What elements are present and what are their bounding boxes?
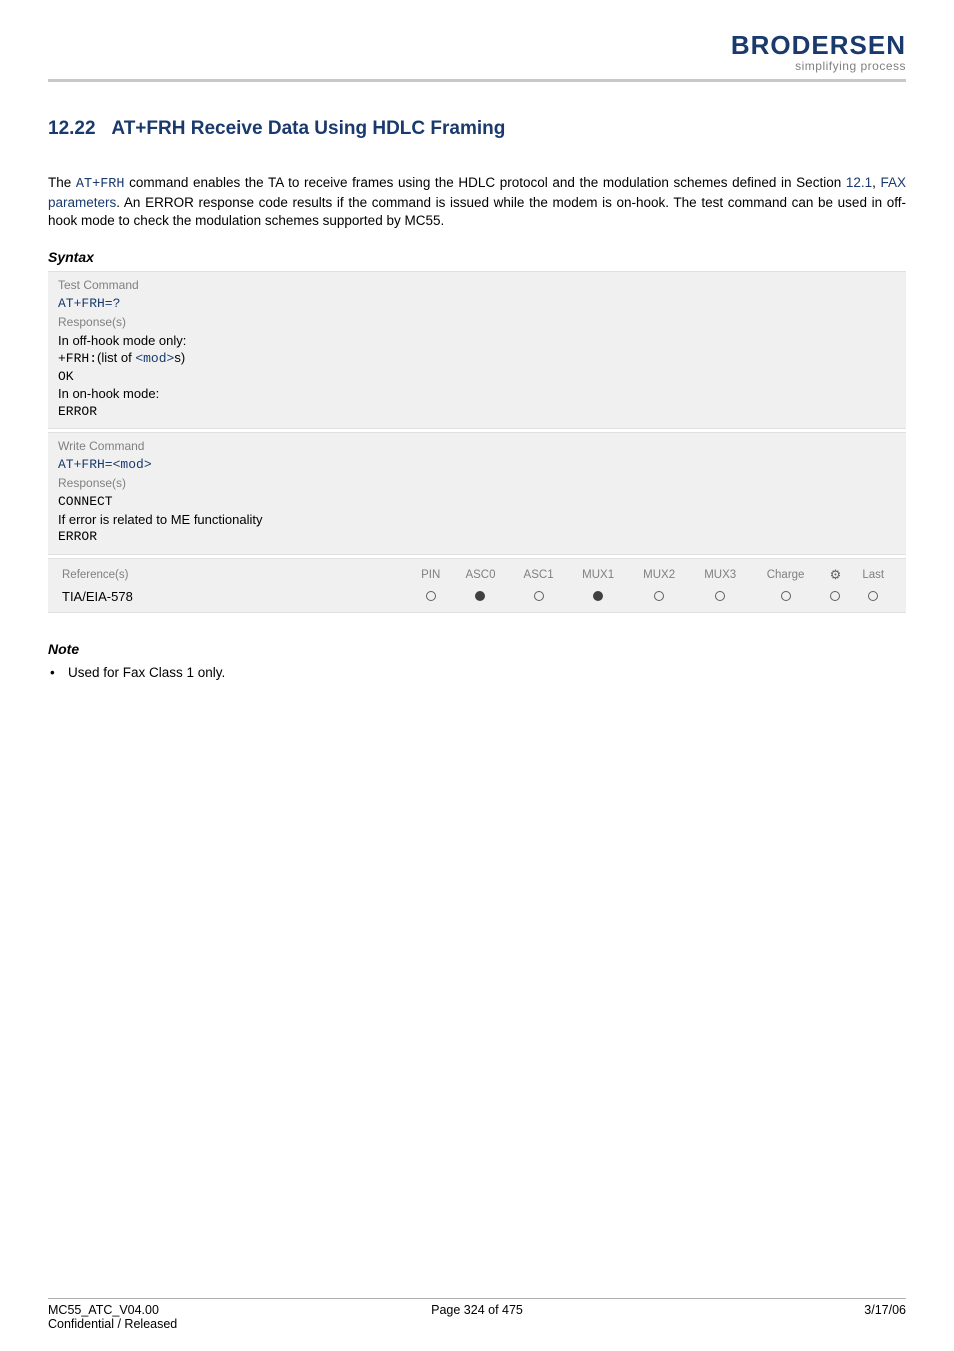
ref-label: Reference(s): [58, 565, 410, 585]
brand-tagline: simplifying process: [48, 59, 906, 73]
dot-cell: [510, 585, 568, 604]
dot-empty-icon: [715, 591, 725, 601]
test-command-label: Test Command: [58, 278, 896, 292]
dot-cell: [568, 585, 629, 604]
ref-value: TIA/EIA-578: [58, 585, 410, 604]
test-command-syntax: AT+FRH=?: [58, 296, 896, 311]
section-title-text: AT+FRH Receive Data Using HDLC Framing: [111, 118, 505, 139]
dot-filled-icon: [475, 591, 485, 601]
col-mux1: MUX1: [568, 565, 629, 585]
dot-empty-icon: [426, 591, 436, 601]
brand-name: BRODERSEN: [48, 30, 906, 61]
ref-value-row: TIA/EIA-578: [58, 585, 896, 604]
col-last: Last: [851, 565, 897, 585]
test-command-block: Test Command AT+FRH=? Response(s) In off…: [48, 271, 906, 430]
page-footer: MC55_ATC_V04.00 Confidential / Released …: [48, 1298, 906, 1331]
dot-cell: [820, 585, 850, 604]
note-heading: Note: [48, 641, 906, 657]
section-ref-link[interactable]: 12.1: [846, 175, 872, 190]
response-label: Response(s): [58, 476, 896, 490]
ref-header-row: Reference(s) PIN ASC0 ASC1 MUX1 MUX2 MUX…: [58, 565, 896, 585]
dot-cell: [629, 585, 690, 604]
dot-cell: [410, 585, 451, 604]
resp-line: In off-hook mode only:: [58, 332, 896, 350]
reference-table: Reference(s) PIN ASC0 ASC1 MUX1 MUX2 MUX…: [58, 565, 896, 604]
resp-line: CONNECT: [58, 493, 896, 511]
gear-icon: ⚙: [830, 567, 842, 583]
dot-empty-icon: [534, 591, 544, 601]
section-heading: 12.22 AT+FRH Receive Data Using HDLC Fra…: [48, 118, 906, 140]
footer-divider: [48, 1298, 906, 1299]
mod-param-link[interactable]: <mod>: [113, 457, 152, 472]
col-gear: ⚙: [820, 565, 850, 585]
resp-line: In on-hook mode:: [58, 385, 896, 403]
footer-center: Page 324 of 475: [334, 1303, 620, 1331]
dot-empty-icon: [830, 591, 840, 601]
write-command-syntax: AT+FRH=<mod>: [58, 457, 896, 472]
section-number: 12.22: [48, 118, 96, 139]
resp-line: ERROR: [58, 528, 896, 546]
dot-empty-icon: [654, 591, 664, 601]
mod-param-link[interactable]: <mod>: [135, 351, 174, 366]
response-label: Response(s): [58, 315, 896, 329]
dot-filled-icon: [593, 591, 603, 601]
header-divider: [48, 79, 906, 82]
resp-line: +FRH:(list of <mod>s): [58, 349, 896, 368]
syntax-heading: Syntax: [48, 249, 906, 265]
resp-line: ERROR: [58, 403, 896, 421]
footer-right: 3/17/06: [620, 1303, 906, 1331]
cmd-link[interactable]: AT+FRH: [76, 177, 125, 192]
write-command-label: Write Command: [58, 439, 896, 453]
reference-block: Reference(s) PIN ASC0 ASC1 MUX1 MUX2 MUX…: [48, 558, 906, 613]
note-list: Used for Fax Class 1 only.: [48, 665, 906, 680]
col-asc1: ASC1: [510, 565, 568, 585]
dot-empty-icon: [781, 591, 791, 601]
dot-cell: [690, 585, 751, 604]
dot-cell: [751, 585, 821, 604]
col-mux3: MUX3: [690, 565, 751, 585]
brand-logo: BRODERSEN simplifying process: [48, 30, 906, 73]
resp-line: If error is related to ME functionality: [58, 511, 896, 529]
note-item: Used for Fax Class 1 only.: [50, 665, 906, 680]
dot-cell: [451, 585, 509, 604]
write-command-block: Write Command AT+FRH=<mod> Response(s) C…: [48, 432, 906, 555]
col-asc0: ASC0: [451, 565, 509, 585]
dot-cell: [851, 585, 897, 604]
col-mux2: MUX2: [629, 565, 690, 585]
footer-left: MC55_ATC_V04.00 Confidential / Released: [48, 1303, 334, 1331]
intro-paragraph: The AT+FRH command enables the TA to rec…: [48, 174, 906, 231]
col-pin: PIN: [410, 565, 451, 585]
col-charge: Charge: [751, 565, 821, 585]
resp-line: OK: [58, 368, 896, 386]
dot-empty-icon: [868, 591, 878, 601]
